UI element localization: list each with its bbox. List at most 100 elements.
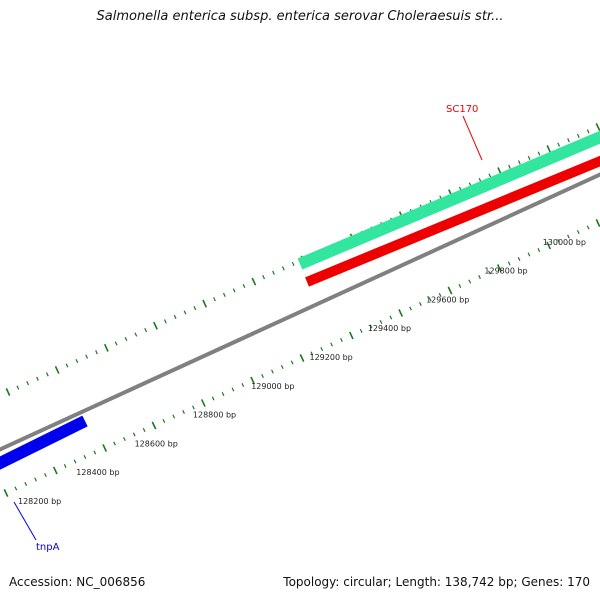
scale-tick	[537, 247, 541, 253]
scale-tick	[242, 283, 246, 289]
scale-tick	[251, 277, 257, 286]
scale-tick	[468, 279, 472, 284]
scale-label: 129400 bp	[368, 324, 411, 333]
scale-tick	[508, 164, 511, 169]
scale-tick	[144, 328, 148, 333]
scale-tick	[63, 463, 67, 469]
feature-sc170-bar[interactable]	[305, 155, 600, 287]
scale-tick	[232, 288, 236, 293]
scale-tick	[83, 454, 87, 460]
scale-tick	[586, 129, 590, 134]
scale-tick	[45, 372, 49, 377]
feature-green-bar	[297, 130, 600, 270]
scale-label: 128200 bp	[18, 497, 61, 506]
scale-tick	[261, 373, 264, 379]
scale-tick	[320, 346, 324, 352]
scale-tick	[290, 360, 294, 365]
scale-tick	[3, 489, 9, 497]
scale-tick	[16, 385, 20, 390]
scale-tick	[222, 292, 226, 297]
scale-tick	[24, 481, 28, 487]
scale-tick	[389, 315, 393, 320]
scale-tick	[132, 432, 136, 437]
scale-tick	[271, 369, 274, 374]
scale-tick	[102, 444, 108, 452]
map-title: Salmonella enterica subsp. enterica sero…	[96, 9, 504, 24]
scale-tick	[310, 351, 314, 356]
scale-labels: 128200 bp 128400 bp 128600 bp 128800 bp 1290…	[18, 238, 586, 506]
scale-tick	[507, 261, 511, 266]
scale-tick	[211, 396, 215, 401]
scale-tick	[123, 436, 126, 442]
scale-tick	[182, 409, 185, 415]
scale-tick	[546, 145, 552, 154]
tnpa-label[interactable]: tnpA	[36, 542, 60, 553]
scale-tick	[103, 343, 109, 352]
scale-tick	[192, 405, 195, 410]
scale-tick	[85, 354, 89, 359]
scale-tick	[200, 399, 206, 407]
scale-tick	[54, 365, 60, 374]
scale-tick	[557, 142, 561, 147]
scale-tick	[281, 266, 285, 271]
scale-tick	[5, 388, 11, 396]
scale-tick	[527, 155, 531, 160]
scale-tick	[241, 382, 245, 388]
scale-tick	[517, 256, 521, 262]
scale-tick	[369, 324, 373, 329]
scale-label: 128600 bp	[135, 439, 178, 448]
sc170-label[interactable]: SC170	[446, 104, 478, 115]
feature-tnpa-bar[interactable]	[0, 415, 88, 470]
scale-tick	[527, 252, 531, 257]
scale-tick	[379, 319, 383, 325]
scale-tick	[193, 306, 197, 311]
scale-tick	[576, 133, 580, 138]
scale-tick	[163, 319, 167, 324]
scale-tick	[557, 238, 560, 244]
genome-summary-text: Topology: circular; Length: 138,742 bp; …	[283, 575, 590, 589]
scale-tick	[340, 337, 343, 343]
scale-tick	[567, 138, 570, 143]
scale-tick	[153, 321, 158, 330]
scale-tick	[359, 328, 363, 334]
scale-tick	[142, 427, 146, 433]
accession-text: Accession: NC_006856	[9, 575, 146, 589]
scale-tick	[213, 297, 216, 302]
scale-label: 128400 bp	[76, 468, 119, 477]
scale-tick	[173, 314, 177, 319]
scale-tick	[330, 342, 333, 347]
scale-label: 128800 bp	[193, 411, 236, 420]
scale-label: 129600 bp	[426, 295, 469, 304]
scale-tick	[576, 229, 580, 235]
scale-tick	[221, 391, 225, 397]
scale-label: 130000 bp	[543, 238, 586, 247]
scale-tick	[202, 299, 208, 308]
scale-tick	[52, 466, 58, 475]
scale-tick	[517, 160, 521, 165]
genome-backbone	[0, 172, 600, 452]
scale-label: 129000 bp	[251, 382, 294, 391]
scale-tick	[595, 123, 600, 131]
scale-tick	[586, 225, 590, 230]
scale-tick	[447, 286, 453, 295]
scale-tick	[280, 364, 284, 370]
scale-tick	[272, 270, 275, 275]
scale-tick	[398, 309, 404, 317]
sc170-callout-line	[462, 115, 483, 161]
scale-tick	[478, 274, 481, 280]
scale-tick	[162, 418, 166, 424]
tnpa-callout-line	[13, 501, 37, 541]
scale-tick	[299, 354, 305, 362]
scale-tick	[488, 173, 492, 178]
scale-tick	[546, 241, 552, 250]
scale-tick	[65, 363, 69, 368]
scale-tick	[409, 306, 412, 311]
scale-tick	[95, 350, 98, 355]
scale-tick	[114, 341, 118, 346]
scale-tick	[262, 275, 266, 280]
inner-tick-marks	[3, 219, 600, 497]
scale-tick	[73, 459, 77, 464]
scale-tick	[14, 486, 18, 491]
scale-tick	[458, 283, 462, 289]
